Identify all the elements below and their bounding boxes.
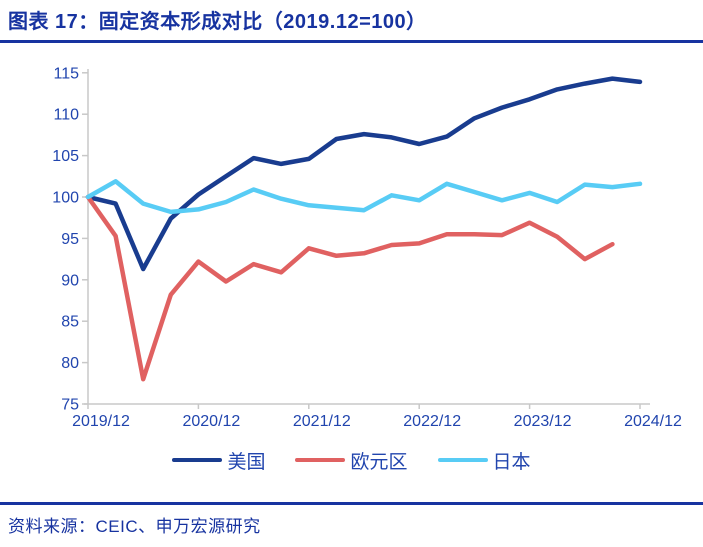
y-tick-label: 90 (61, 272, 79, 289)
x-tick-label: 2023/12 (514, 413, 572, 430)
series-group (85, 76, 643, 382)
legend-item-eurozone: 欧元区 (295, 447, 408, 474)
chart-svg: 75 80 85 90 95 100 105 110 115 2019/12 2020/12 2021… (52, 65, 682, 430)
y-tick-label: 105 (52, 148, 79, 165)
legend-swatch-japan (437, 458, 488, 462)
series-line-eurozone (85, 194, 615, 382)
x-tick-label: 2019/12 (72, 413, 130, 430)
y-tick-label: 95 (61, 231, 79, 248)
chart-legend: 美国 欧元区 日本 (0, 445, 703, 475)
legend-label-eurozone: 欧元区 (350, 451, 408, 473)
legend-swatch-us (172, 458, 223, 462)
x-tick-label: 2021/12 (293, 413, 351, 430)
legend-swatch-eurozone (295, 458, 346, 462)
y-tick-label: 80 (61, 355, 79, 372)
series-line-us (85, 76, 643, 272)
legend-item-japan: 日本 (437, 447, 531, 474)
bottom-rule (0, 502, 703, 505)
x-tick-label: 2024/12 (624, 413, 682, 430)
y-tick-label: 110 (53, 107, 79, 124)
chart-area: 75 80 85 90 95 100 105 110 115 2019/12 2020/12 2021… (0, 43, 703, 435)
y-tick-label: 85 (61, 314, 79, 331)
axes-group: 75 80 85 90 95 100 105 110 115 2019/12 2020/12 2021… (52, 65, 682, 430)
x-tick-label: 2020/12 (182, 413, 240, 430)
legend-label-japan: 日本 (492, 451, 531, 473)
title-rule (0, 40, 703, 43)
y-tick-label: 115 (53, 65, 79, 82)
y-tick-label: 75 (61, 397, 79, 414)
figure-title: 图表 17：固定资本形成对比（2019.12=100） (8, 11, 427, 33)
legend-label-us: 美国 (227, 451, 266, 473)
source-note: 资料来源：CEIC、申万宏源研究 (8, 517, 261, 536)
y-tick-label: 100 (52, 190, 79, 207)
series-line-japan (85, 179, 643, 215)
legend-item-us: 美国 (172, 447, 265, 474)
x-tick-label: 2022/12 (403, 413, 461, 430)
